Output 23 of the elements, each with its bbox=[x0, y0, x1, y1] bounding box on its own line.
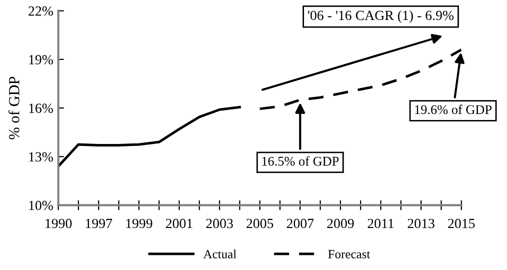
y-tick-label: 16% bbox=[29, 104, 53, 113]
x-tick-label: 2013 bbox=[408, 218, 434, 228]
x-tick-label: 2005 bbox=[246, 218, 274, 228]
legend-label: Forecast bbox=[328, 250, 370, 258]
annotation: 19.6% of GDP bbox=[415, 104, 492, 114]
x-tick-label: 2003 bbox=[206, 218, 233, 228]
x-tick-label: 2009 bbox=[327, 218, 354, 228]
x-tick-label: 1990 bbox=[46, 218, 72, 228]
x-tick-label: 2007 bbox=[286, 218, 314, 228]
x-tick-label: 2015 bbox=[448, 218, 475, 228]
y-tick-label: 13% bbox=[29, 152, 53, 162]
annotation: 16.5% of GDP bbox=[262, 156, 339, 166]
y-tick-label: 22% bbox=[28, 6, 53, 16]
annotation: '06 - '16 CAGR (1) - 6.9% bbox=[308, 10, 454, 23]
y-axis-title: % of GDP bbox=[8, 76, 20, 140]
x-tick-label: 1999 bbox=[126, 218, 152, 228]
x-tick-label: 1997 bbox=[86, 218, 112, 228]
x-tick-label: 2011 bbox=[368, 218, 394, 228]
legend-label: Actual bbox=[203, 250, 236, 258]
y-tick-label: 19% bbox=[29, 54, 53, 64]
line-series bbox=[58, 106, 241, 168]
y-tick-label: 10% bbox=[29, 200, 53, 210]
x-tick-label: 2001 bbox=[166, 218, 192, 228]
